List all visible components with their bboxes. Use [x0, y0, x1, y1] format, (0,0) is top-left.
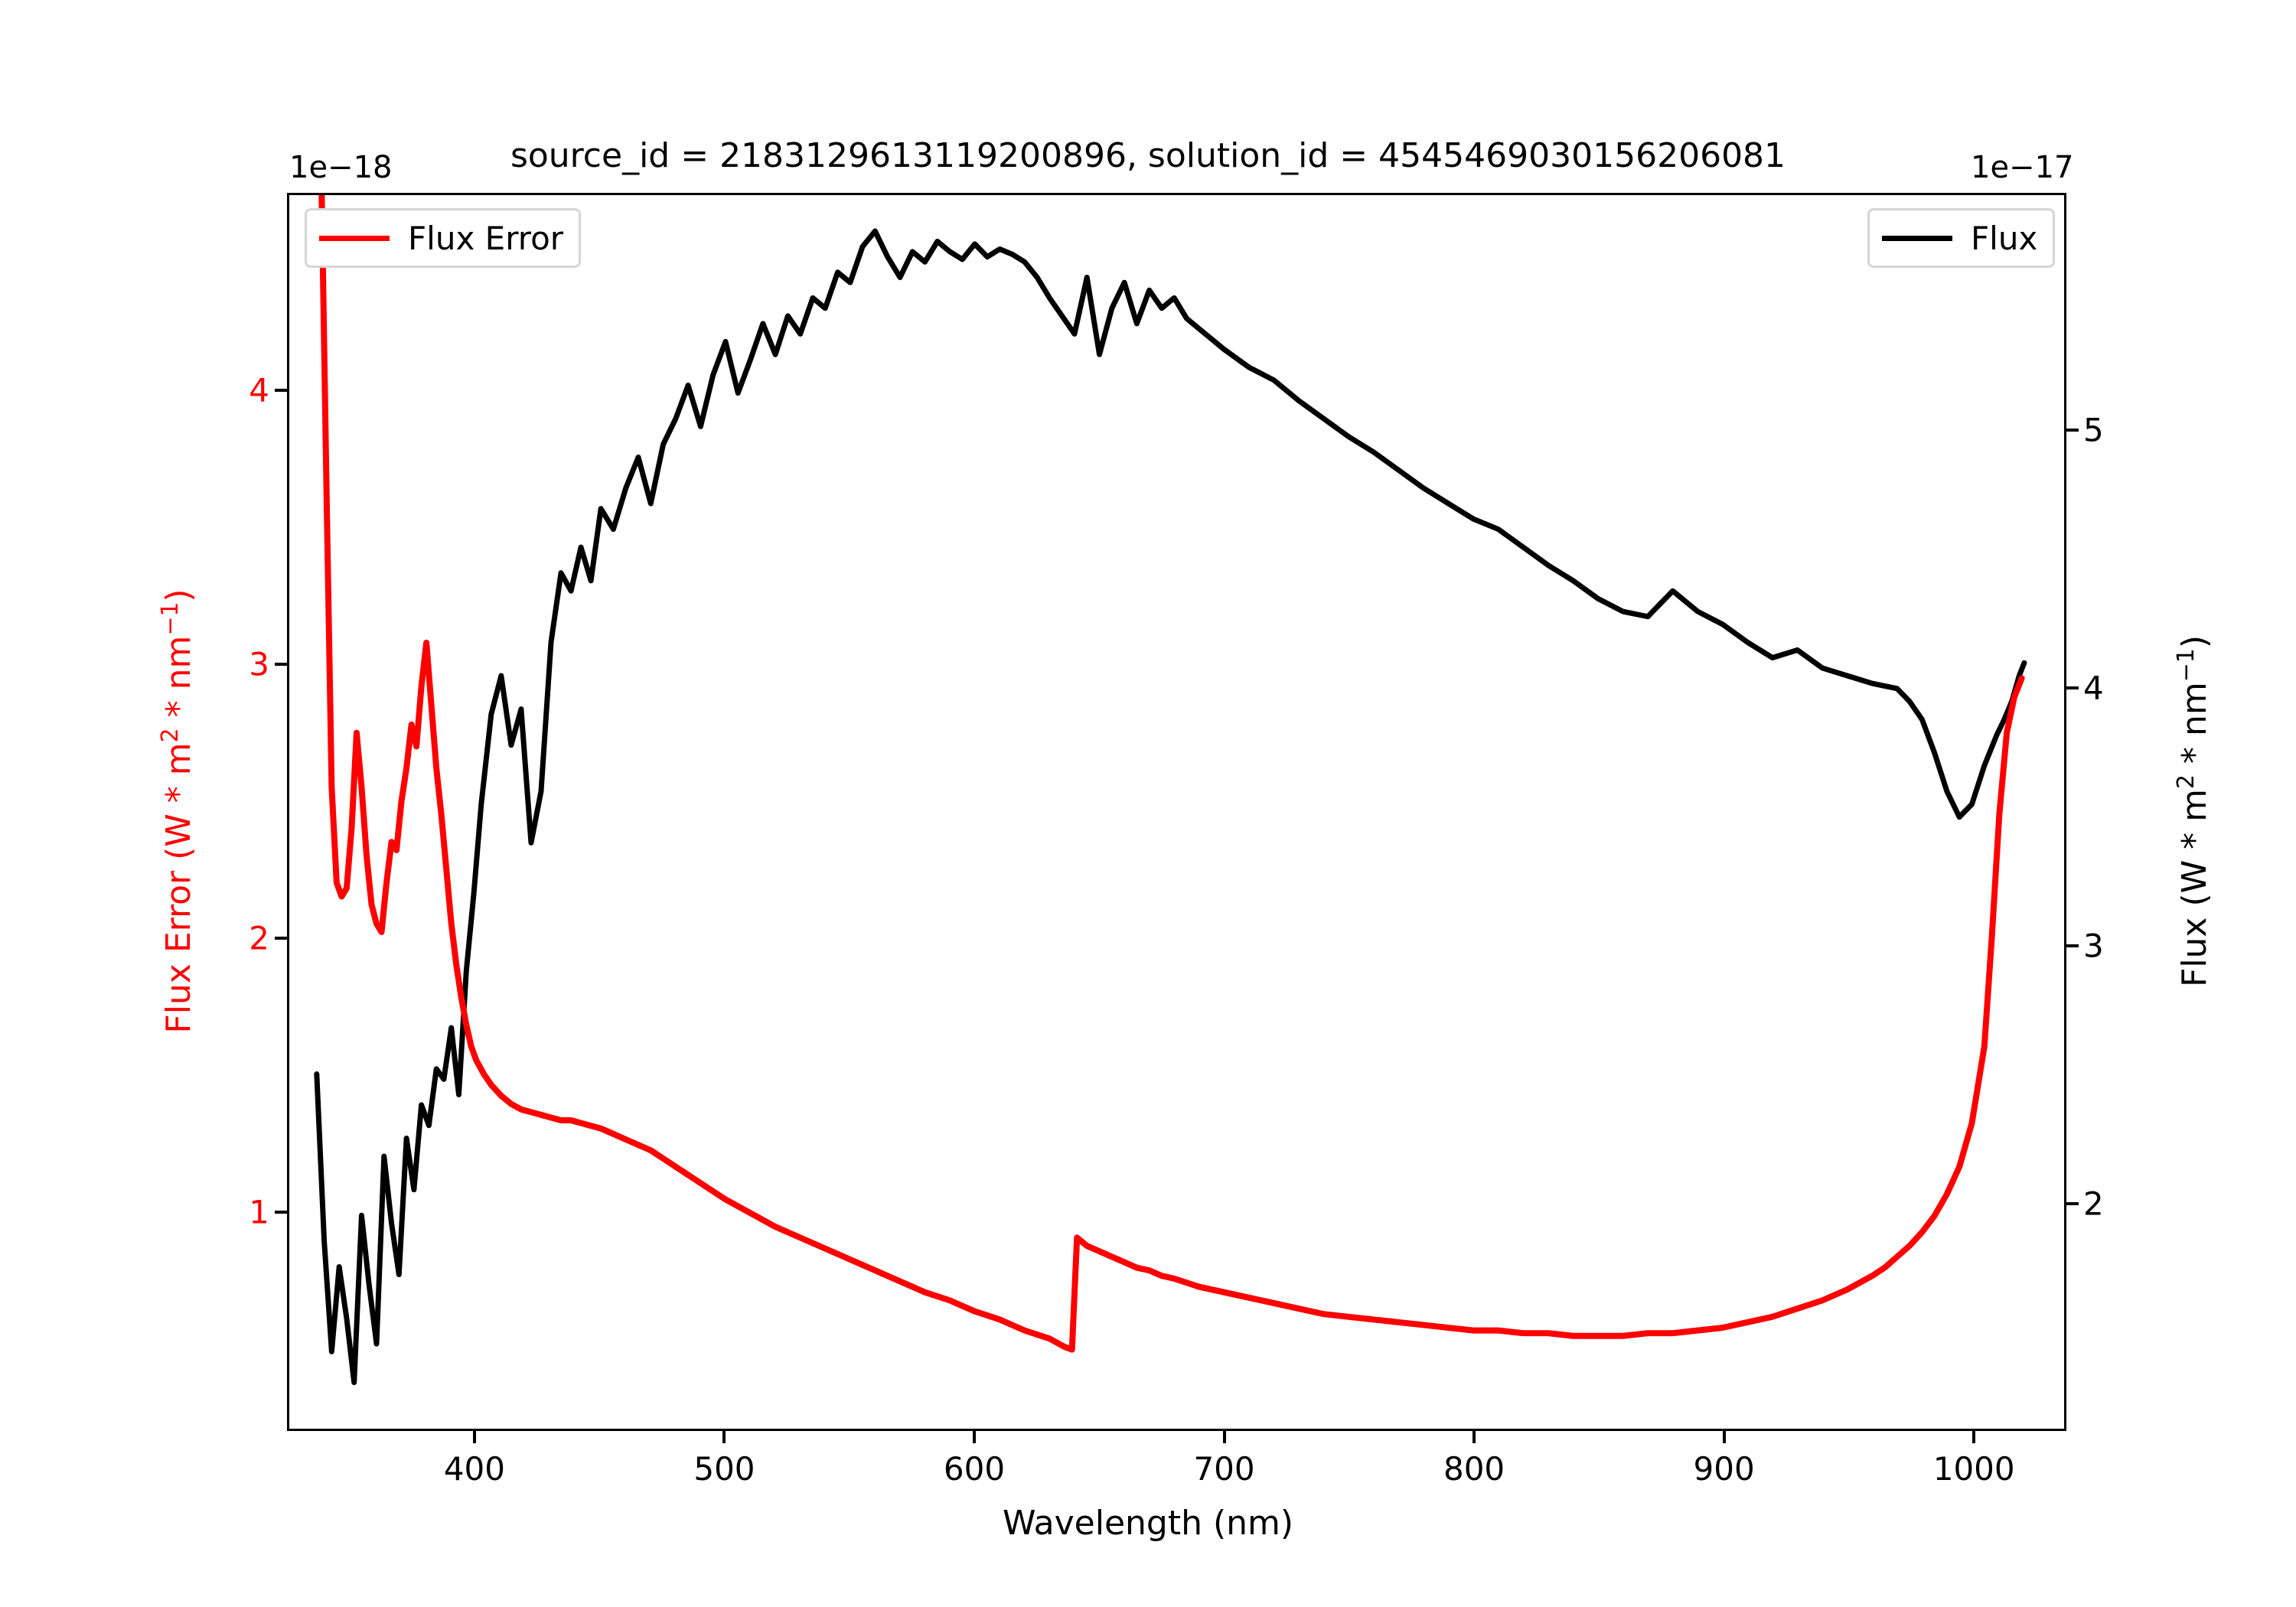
x-axis-label: Wavelength (nm) [1002, 1504, 1294, 1543]
legend-label-flux-error: Flux Error [408, 219, 564, 257]
left-axis-offset-label: 1e−18 [289, 150, 393, 185]
right-y-axis-label-sup2: −1 [2173, 648, 2200, 683]
left-y-axis-label-text: Flux Error (W * m [158, 742, 198, 1034]
x-tick-600: 600 [943, 1450, 1006, 1488]
x-tick-900: 900 [1693, 1450, 1755, 1488]
right-y-axis-label: Flux (W * m2 * nm−1) [2173, 635, 2214, 987]
right-y-tick-mark [2066, 686, 2079, 690]
legend-line-icon-flux [1882, 235, 1952, 241]
x-tick-mark [472, 1431, 476, 1443]
right-y-tick-4: 4 [2083, 669, 2104, 707]
left-y-axis-label-tail: * nm [158, 635, 198, 729]
plot-area [287, 193, 2066, 1431]
x-tick-mark [972, 1431, 976, 1443]
right-y-tick-3: 3 [2083, 927, 2104, 965]
legend-flux[interactable]: Flux [1867, 208, 2056, 268]
right-y-axis-label-sup: 2 [2173, 774, 2200, 790]
right-y-tick-mark [2066, 429, 2079, 432]
x-tick-mark [722, 1431, 726, 1443]
x-tick-700: 700 [1193, 1450, 1255, 1488]
x-tick-800: 800 [1443, 1450, 1505, 1488]
legend-line-icon-flux-error [319, 235, 390, 241]
legend-flux-error[interactable]: Flux Error [305, 208, 582, 268]
right-y-tick-2: 2 [2083, 1185, 2104, 1223]
left-y-axis-label: Flux Error (W * m2 * nm−1) [157, 588, 198, 1033]
right-y-tick-mark [2066, 944, 2079, 948]
x-tick-500: 500 [693, 1450, 755, 1488]
data-curves [314, 195, 2027, 1386]
right-y-axis-label-end: ) [2174, 635, 2214, 649]
right-y-tick-5: 5 [2083, 411, 2104, 449]
flux-line [314, 228, 2027, 1386]
left-y-axis-label-end: ) [158, 588, 198, 602]
left-y-tick-mark [275, 936, 287, 940]
plot-title: source_id = 2183129613119200896, solutio… [510, 136, 1786, 175]
right-y-tick-mark [2066, 1202, 2079, 1206]
flux-error-line [318, 195, 2025, 1353]
x-tick-mark [1222, 1431, 1226, 1443]
right-y-axis-label-tail: * nm [2174, 682, 2214, 775]
x-tick-mark [1473, 1431, 1476, 1443]
legend-label-flux: Flux [1971, 219, 2038, 257]
x-tick-mark [1722, 1431, 1726, 1443]
left-y-tick-1: 1 [249, 1193, 269, 1231]
x-tick-400: 400 [443, 1450, 505, 1488]
left-y-tick-mark [275, 662, 287, 666]
right-y-axis-label-text: Flux (W * m [2174, 789, 2214, 987]
left-y-axis-label-sup: 2 [157, 728, 184, 743]
left-y-tick-3: 3 [249, 645, 269, 683]
x-tick-mark [1972, 1431, 1976, 1443]
left-y-tick-mark [275, 1210, 287, 1214]
right-axis-offset-label: 1e−17 [1971, 150, 2074, 185]
left-y-tick-mark [275, 388, 287, 392]
left-y-tick-2: 2 [249, 919, 269, 957]
left-y-axis-label-sup2: −1 [157, 601, 184, 636]
left-y-tick-4: 4 [249, 371, 269, 409]
x-tick-1000: 1000 [1932, 1450, 2015, 1488]
